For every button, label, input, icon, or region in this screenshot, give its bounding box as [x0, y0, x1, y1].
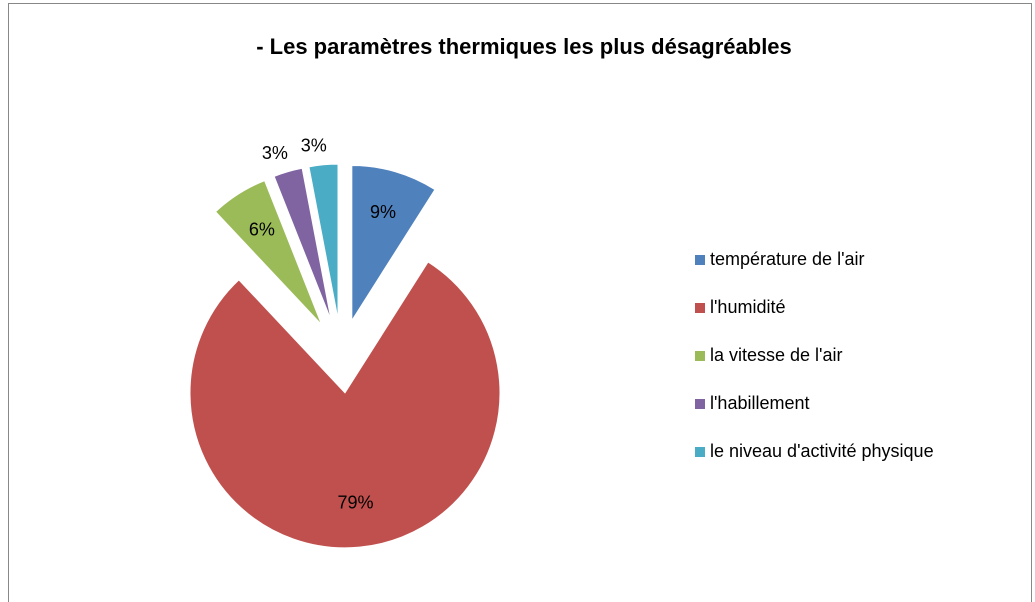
legend-swatch	[695, 399, 705, 409]
data-label: 3%	[301, 136, 327, 156]
chart-border	[8, 3, 1032, 602]
legend-label: le niveau d'activité physique	[710, 441, 934, 461]
legend-swatch	[695, 351, 705, 361]
pie-slice	[273, 167, 332, 321]
data-label: 79%	[337, 493, 373, 513]
legend-label: température de l'air	[710, 249, 865, 269]
pie-slice	[189, 261, 501, 549]
legend-swatch	[695, 303, 705, 313]
data-label: 6%	[249, 219, 275, 239]
legend-swatch	[695, 255, 705, 265]
legend-label: l'humidité	[710, 297, 785, 317]
chart-title: - Les paramètres thermiques les plus dés…	[256, 34, 792, 59]
legend-swatch	[695, 447, 705, 457]
pie-slice	[214, 179, 323, 326]
pie-slice	[351, 164, 436, 323]
legend-label: l'habillement	[710, 393, 810, 413]
data-label: 3%	[262, 143, 288, 163]
legend-label: la vitesse de l'air	[710, 345, 843, 365]
data-label: 9%	[370, 202, 396, 222]
pie-slice	[308, 163, 339, 320]
